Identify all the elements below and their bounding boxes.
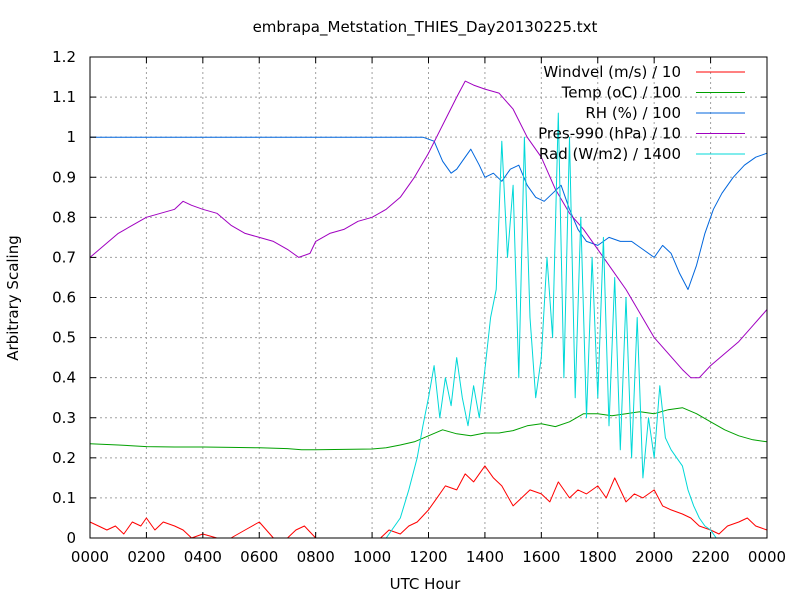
series-line-2 — [89, 407, 768, 451]
x-tick-label: 1400 — [466, 548, 504, 566]
series-line-3 — [90, 136, 768, 290]
x-tick-label: 0200 — [127, 548, 165, 566]
x-tick-label: 0800 — [297, 548, 335, 566]
x-tick-label: 0600 — [240, 548, 278, 566]
x-axis-label: UTC Hour — [390, 575, 461, 593]
series-group — [89, 80, 768, 539]
y-tick-label: 0.7 — [52, 248, 76, 266]
y-tick-label: 1 — [66, 128, 76, 146]
x-tick-label: 2000 — [635, 548, 673, 566]
y-tick-label: 0.3 — [52, 409, 76, 427]
x-tick-label: 0400 — [184, 548, 222, 566]
y-tick-label: 0.6 — [52, 289, 76, 307]
y-tick-label: 1.1 — [52, 88, 76, 106]
y-tick-label: 0.1 — [52, 489, 76, 507]
legend-label-4: Pres-990 (hPa) / 10 — [538, 125, 681, 143]
x-tick-label: 0000 — [71, 548, 109, 566]
y-tick-label: 0.9 — [52, 168, 76, 186]
y-tick-label: 1.2 — [52, 48, 76, 66]
y-tick-label: 0 — [66, 529, 76, 547]
x-tick-label: 1200 — [409, 548, 447, 566]
y-tick-label: 0.8 — [52, 208, 76, 226]
y-tick-label: 0.5 — [52, 329, 76, 347]
legend: Windvel (m/s) / 10 Temp (oC) / 100 RH (%) … — [538, 63, 745, 163]
x-tick-label: 0000 — [748, 548, 786, 566]
legend-label-2: Temp (oC) / 100 — [561, 84, 681, 102]
legend-label-5: Rad (W/m2) / 1400 — [539, 145, 681, 163]
legend-label-1: Windvel (m/s) / 10 — [543, 63, 681, 81]
x-tick-label: 1000 — [353, 548, 391, 566]
x-tick-label: 1800 — [579, 548, 617, 566]
chart-title: embrapa_Metstation_THIES_Day20130225.txt — [253, 18, 598, 37]
x-tick-label: 1600 — [522, 548, 560, 566]
legend-label-3: RH (%) / 100 — [585, 104, 681, 122]
axis-ticks: 0000 0200 0400 0600 0800 1000 1200 1400 1600 1800… — [52, 48, 786, 566]
y-tick-label: 0.2 — [52, 449, 76, 467]
series-line-1 — [89, 465, 768, 539]
series-line-5 — [90, 112, 767, 539]
x-tick-label: 2200 — [691, 548, 729, 566]
y-axis-label: Arbitrary Scaling — [4, 235, 22, 361]
series-line-4 — [89, 80, 768, 379]
y-tick-label: 0.4 — [52, 369, 76, 387]
